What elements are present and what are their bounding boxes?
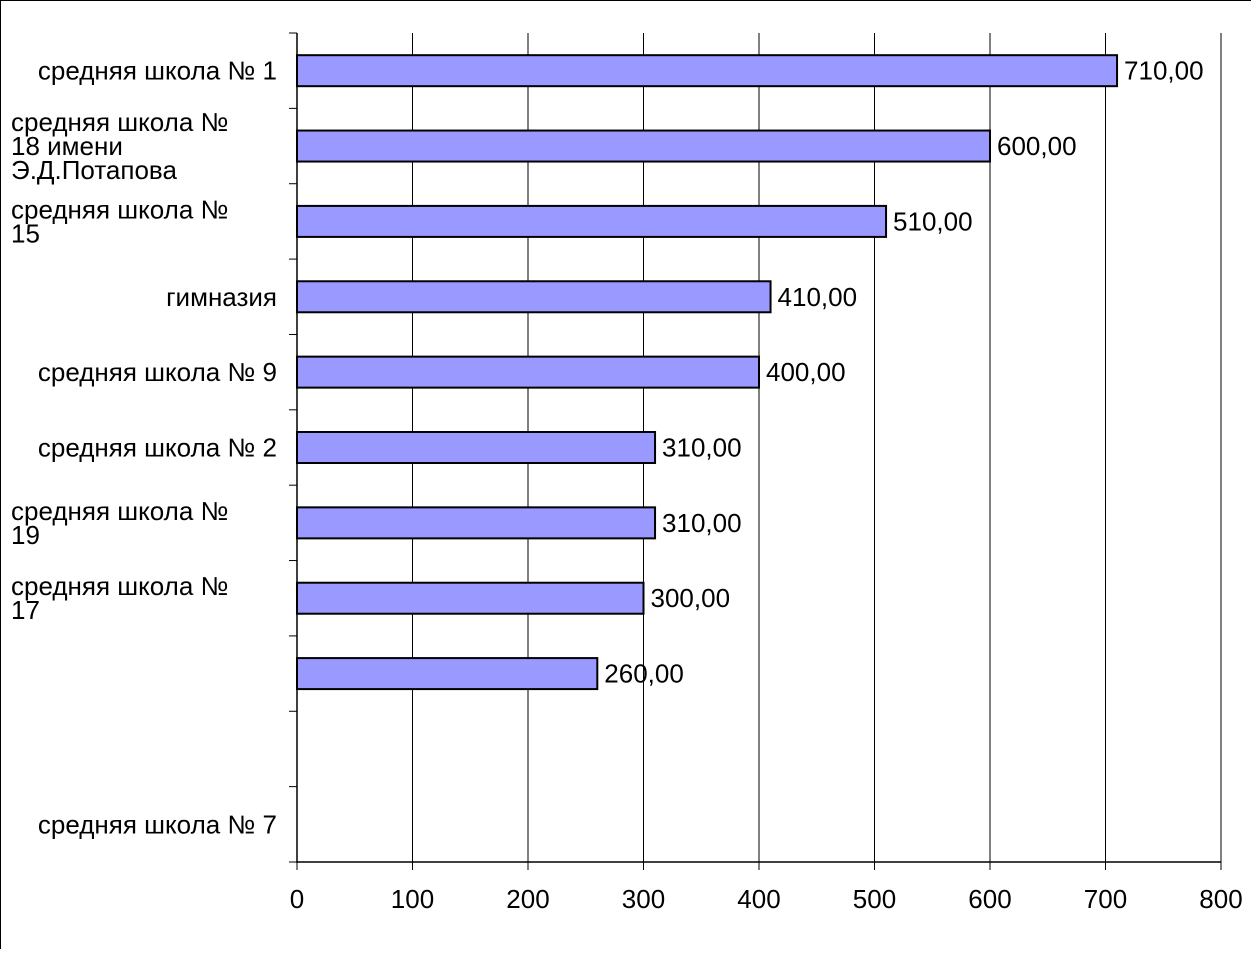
data-label: 260,00 [604, 659, 684, 689]
category-label: средняя школа № 19 [11, 496, 228, 550]
bar [296, 54, 1119, 88]
data-label: 310,00 [662, 508, 742, 538]
category-label: средняя школа № 9 [38, 357, 277, 387]
category-label: средняя школа № 2 [38, 433, 277, 463]
data-label: 400,00 [766, 357, 846, 387]
data-label: 300,00 [651, 583, 731, 613]
data-label: 600,00 [997, 131, 1077, 161]
data-label: 310,00 [662, 433, 742, 463]
bar [296, 581, 645, 615]
x-tick-label: 600 [968, 884, 1011, 914]
x-tick-label: 300 [622, 884, 665, 914]
category-label: гимназия [166, 282, 277, 312]
x-tick-label: 400 [737, 884, 780, 914]
category-label: средняя школа № 18 имени Э.Д.Потапова [11, 107, 228, 185]
category-label: средняя школа № 1 [38, 56, 277, 86]
bar [296, 280, 772, 314]
x-tick-label: 200 [506, 884, 549, 914]
bars [296, 54, 1119, 691]
category-label: средняя школа № 15 [11, 194, 228, 248]
data-label: 410,00 [778, 282, 858, 312]
bar [296, 129, 991, 163]
data-label: 510,00 [893, 206, 973, 236]
x-tick-labels: 0 100 200 300 400 500 600 700 800 [290, 884, 1243, 914]
data-label: 710,00 [1124, 56, 1204, 86]
category-label: средняя школа № 17 [11, 571, 228, 625]
bar [296, 431, 657, 464]
x-tick-label: 100 [391, 884, 434, 914]
category-labels: средняя школа № 1 средняя школа № 18 имени… [11, 56, 277, 840]
x-tick-label: 0 [290, 884, 304, 914]
category-label: средняя школа № 7 [38, 809, 277, 839]
bar [296, 506, 657, 540]
data-labels: 710,00 600,00 510,00 410,00 400,00 310,00 310,… [604, 56, 1203, 689]
x-tick-label: 700 [1084, 884, 1127, 914]
bar [296, 355, 760, 389]
bar [296, 657, 599, 691]
bar [296, 204, 888, 238]
x-tick-label: 500 [853, 884, 896, 914]
x-tick-label: 800 [1199, 884, 1242, 914]
